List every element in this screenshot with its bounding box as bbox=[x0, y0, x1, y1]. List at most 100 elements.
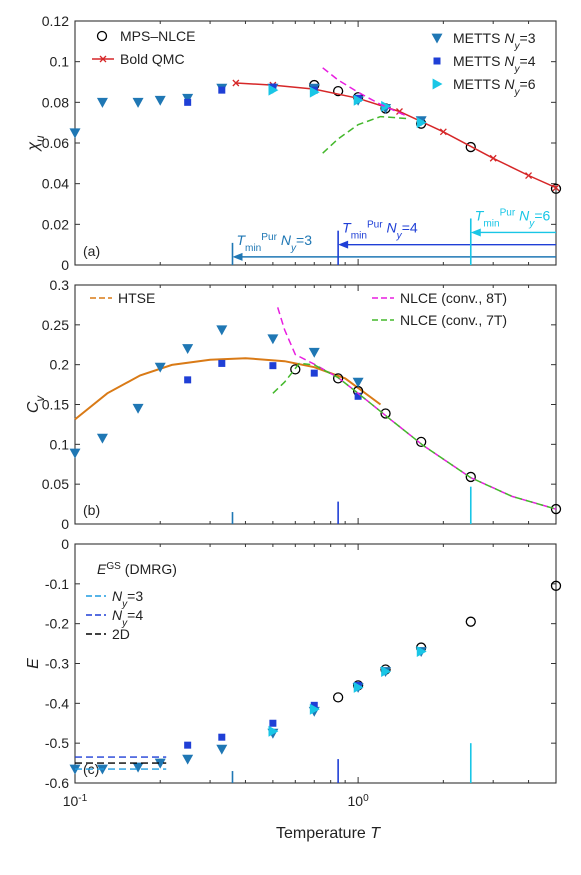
y-tick-label: 0 bbox=[61, 516, 69, 532]
data-point bbox=[182, 93, 194, 104]
x-tick-label: 100 bbox=[348, 793, 370, 810]
data-point bbox=[69, 128, 81, 139]
data-point bbox=[550, 503, 562, 515]
data-point bbox=[132, 762, 144, 773]
y-axis-label-part: χ bbox=[25, 142, 42, 153]
data-point bbox=[218, 733, 226, 741]
legend-label-part: N bbox=[504, 76, 515, 92]
y-axis-label: E bbox=[25, 658, 42, 669]
data-point bbox=[184, 741, 192, 749]
legend-label-part: N bbox=[112, 607, 123, 623]
data-point bbox=[354, 392, 362, 400]
tmin-label-part: =6 bbox=[534, 207, 550, 223]
series-line bbox=[322, 115, 409, 154]
data-point bbox=[310, 701, 318, 709]
data-point bbox=[154, 362, 166, 373]
y-axis-label-part: C bbox=[25, 401, 42, 413]
legend-label: Ny=3 bbox=[112, 588, 143, 610]
tmin-label-part: Pur bbox=[367, 219, 383, 230]
legend-label-part: y bbox=[513, 87, 520, 98]
legend-label-part: y bbox=[513, 41, 520, 52]
series-line bbox=[235, 82, 557, 189]
data-point bbox=[332, 373, 344, 384]
tmin-label-part: =4 bbox=[402, 220, 418, 236]
legend-label-part: =6 bbox=[520, 76, 536, 92]
tmin-label: TminPur Ny=4 bbox=[342, 219, 418, 241]
data-point bbox=[96, 97, 108, 108]
data-point bbox=[218, 359, 226, 367]
legend-label-part: N bbox=[112, 588, 123, 604]
series-line bbox=[272, 362, 557, 510]
legend-label-part: y bbox=[121, 599, 128, 610]
data-point bbox=[352, 377, 364, 388]
y-tick-label: 0.05 bbox=[42, 476, 69, 492]
data-point bbox=[416, 436, 427, 447]
legend-label-part: METTS bbox=[453, 53, 504, 69]
x-tick-label-part: 10 bbox=[63, 793, 79, 809]
data-point bbox=[96, 433, 108, 444]
y-tick-label: 0.08 bbox=[42, 94, 69, 110]
data-point bbox=[550, 580, 562, 591]
y-tick-label: 0 bbox=[61, 257, 69, 273]
data-point bbox=[232, 79, 240, 87]
x-tick-label-part: 10 bbox=[348, 793, 364, 809]
legend-symbol bbox=[433, 57, 441, 65]
data-point bbox=[269, 362, 277, 370]
legend-symbol bbox=[431, 33, 443, 44]
legend-label: Bold QMC bbox=[120, 51, 185, 67]
legend-label: NLCE (conv., 8T) bbox=[400, 290, 507, 306]
data-point bbox=[465, 141, 476, 153]
legend-label: NLCE (conv., 7T) bbox=[400, 312, 507, 328]
legend-label-part: METTS bbox=[453, 76, 504, 92]
y-tick-label: -0.3 bbox=[45, 656, 69, 672]
data-point bbox=[439, 128, 447, 136]
y-tick-label: 0.02 bbox=[42, 216, 69, 232]
legend-title: EGS (DMRG) bbox=[97, 561, 177, 578]
data-point bbox=[309, 86, 320, 98]
data-point bbox=[550, 183, 562, 194]
data-point bbox=[525, 172, 533, 179]
tmin-label-part: N bbox=[519, 207, 530, 223]
y-tick-label: 0.25 bbox=[42, 317, 69, 333]
tmin-label-part: =3 bbox=[296, 232, 312, 248]
y-axis-label: χu bbox=[25, 135, 47, 153]
data-point bbox=[552, 184, 560, 192]
y-tick-label: 0.04 bbox=[42, 176, 69, 192]
tmin-arrowhead bbox=[470, 228, 481, 237]
data-point bbox=[268, 84, 279, 96]
tmin-label-part: y bbox=[396, 230, 403, 241]
data-point bbox=[489, 154, 497, 162]
y-tick-label: 0.06 bbox=[42, 135, 69, 151]
legend-label-part: y bbox=[121, 618, 128, 629]
tmin-label-part: N bbox=[387, 220, 398, 236]
data-point bbox=[132, 403, 144, 414]
legend-label: Ny=4 bbox=[112, 607, 143, 629]
data-point bbox=[218, 86, 226, 94]
legend-symbol bbox=[99, 55, 107, 63]
tmin-label: TminPur Ny=3 bbox=[236, 231, 312, 253]
data-point bbox=[69, 448, 81, 459]
data-point bbox=[216, 325, 228, 336]
y-axis-label-part: E bbox=[25, 658, 42, 669]
data-point bbox=[269, 719, 277, 727]
data-point bbox=[310, 369, 318, 377]
legend-symbol bbox=[432, 78, 443, 90]
data-point bbox=[309, 703, 320, 715]
tmin-label-part: Pur bbox=[500, 207, 516, 218]
y-tick-label: -0.1 bbox=[45, 576, 69, 592]
tmin-label-part: T bbox=[475, 207, 485, 223]
data-point bbox=[353, 681, 364, 693]
data-point bbox=[216, 744, 228, 755]
legend-label: HTSE bbox=[118, 290, 155, 306]
y-tick-label: -0.5 bbox=[45, 735, 69, 751]
data-point bbox=[290, 364, 301, 375]
data-point bbox=[416, 117, 427, 129]
tmin-label: TminPur Ny=6 bbox=[475, 207, 551, 229]
x-tick-label-part: -1 bbox=[78, 793, 87, 804]
data-point bbox=[380, 408, 391, 419]
y-tick-label: 0 bbox=[61, 536, 69, 552]
data-point bbox=[353, 94, 364, 106]
tmin-label-part: y bbox=[290, 242, 297, 253]
data-point bbox=[267, 334, 279, 345]
plot-frame bbox=[74, 543, 557, 784]
